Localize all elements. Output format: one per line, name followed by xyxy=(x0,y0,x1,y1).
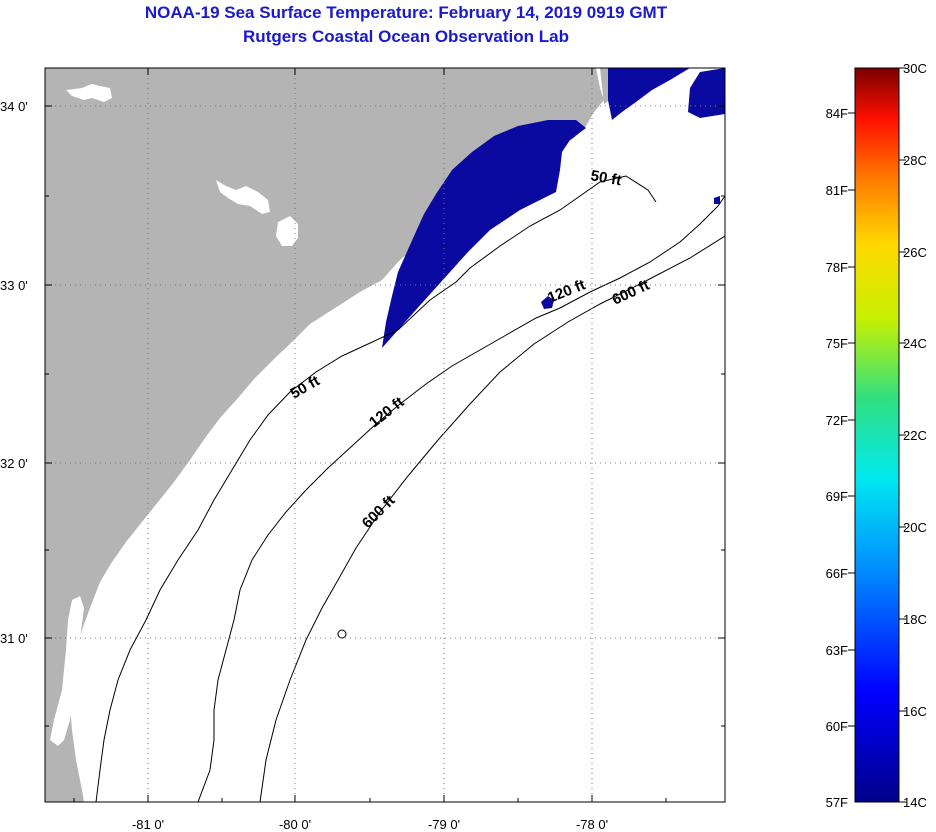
colorbar-f-label: 60F xyxy=(826,719,848,734)
lake-4 xyxy=(50,596,84,746)
map-title: NOAA-19 Sea Surface Temperature: Februar… xyxy=(144,3,668,22)
tick-marks xyxy=(45,68,725,802)
colorbar-f-label: 84F xyxy=(826,106,848,121)
colorbar-c-label: 26C xyxy=(903,245,927,260)
lake-2 xyxy=(216,180,270,214)
colorbar-c-label: 14C xyxy=(903,795,927,810)
land-mass xyxy=(45,68,604,802)
cold-water-north xyxy=(608,68,690,120)
colorbar-c-label: 30C xyxy=(903,61,927,76)
cold-water-speck xyxy=(714,196,720,204)
colorbar-c-label: 24C xyxy=(903,336,927,351)
colorbar-f-label: 57F xyxy=(826,795,848,810)
colorbar-ticks xyxy=(848,67,906,803)
lon-tick-label: -79 0' xyxy=(428,817,460,832)
lake-3 xyxy=(276,216,298,246)
lat-tick-label: 31 0' xyxy=(0,631,28,646)
contour-label-50ft-north: 50 ft xyxy=(589,167,622,189)
cold-water-main xyxy=(382,120,586,348)
colorbar-f-label: 81F xyxy=(826,183,848,198)
contour-120ft xyxy=(197,195,725,802)
contour-50ft xyxy=(95,175,657,802)
lon-tick-label: -81 0' xyxy=(132,817,164,832)
lake-1 xyxy=(66,84,112,102)
lat-tick-label: 33 0' xyxy=(0,278,28,293)
lon-tick-label: -80 0' xyxy=(279,817,311,832)
colorbar-f-label: 78F xyxy=(826,260,848,275)
colorbar-scale xyxy=(854,67,900,803)
colorbar-f-label: 72F xyxy=(826,413,848,428)
lat-tick-label: 32 0' xyxy=(0,456,28,471)
map-subtitle: Rutgers Coastal Ocean Observation Lab xyxy=(243,27,569,46)
colorbar-c-label: 18C xyxy=(903,612,927,627)
colorbar-c-label: 22C xyxy=(903,428,927,443)
colorbar-f-label: 66F xyxy=(826,566,848,581)
colorbar-f-label: 63F xyxy=(826,643,848,658)
lat-tick-label: 34 0' xyxy=(0,99,28,114)
colorbar-f-label: 69F xyxy=(826,489,848,504)
colorbar-c-label: 20C xyxy=(903,520,927,535)
colorbar-c-label: 28C xyxy=(903,153,927,168)
contour-seamount xyxy=(337,629,347,639)
contour-600ft xyxy=(259,235,725,802)
colorbar-c-label: 16C xyxy=(903,704,927,719)
map-frame xyxy=(44,67,726,803)
lon-tick-label: -78 0' xyxy=(576,817,608,832)
grid-lines xyxy=(45,68,725,802)
colorbar-f-label: 75F xyxy=(826,336,848,351)
cold-water-small xyxy=(541,296,554,309)
